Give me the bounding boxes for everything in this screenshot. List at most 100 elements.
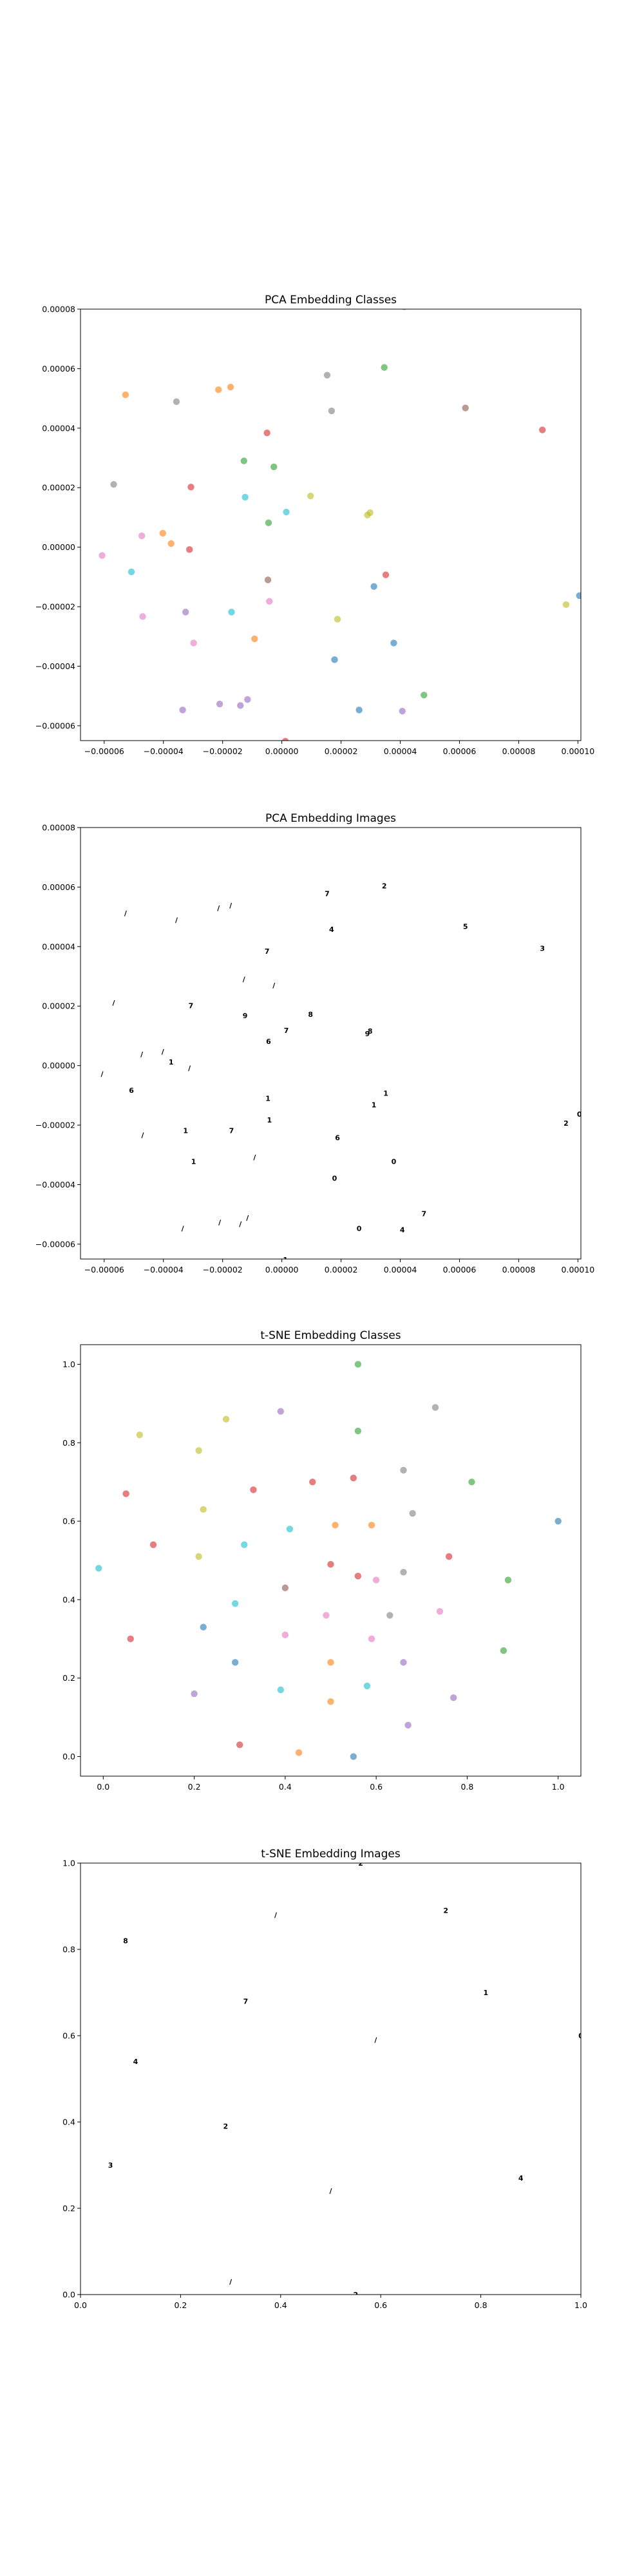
data-point bbox=[128, 568, 135, 576]
data-point bbox=[215, 386, 222, 393]
digit-image-point: 4 bbox=[518, 2174, 524, 2183]
x-tick-label: 0.6 bbox=[374, 2300, 387, 2310]
x-tick-label: 0.2 bbox=[174, 2300, 187, 2310]
data-point bbox=[366, 509, 374, 516]
data-point bbox=[187, 484, 194, 491]
y-tick-label: 0.00000 bbox=[42, 1061, 75, 1070]
data-point bbox=[323, 1612, 330, 1619]
data-point bbox=[354, 1427, 362, 1435]
y-tick-label: 0.2 bbox=[62, 2204, 75, 2213]
data-point bbox=[354, 1573, 362, 1580]
digit-image-point: 7 bbox=[229, 1126, 234, 1135]
y-tick-label: 0.00008 bbox=[42, 305, 75, 314]
digit-image-point: 2 bbox=[443, 1907, 448, 1915]
data-point bbox=[350, 1474, 357, 1482]
data-point bbox=[216, 700, 223, 708]
x-tick-label: 0.00008 bbox=[502, 1265, 536, 1274]
data-point bbox=[400, 1569, 407, 1576]
digit-image-point: 5 bbox=[463, 922, 468, 931]
digit-image-point: / bbox=[188, 1064, 191, 1072]
digit-image-point: 1 bbox=[191, 1157, 196, 1166]
data-point bbox=[332, 1521, 339, 1529]
y-tick-label: 1.0 bbox=[62, 1859, 75, 1868]
data-point bbox=[231, 1600, 239, 1607]
y-tick-label: −0.00002 bbox=[35, 602, 75, 612]
data-point bbox=[110, 480, 117, 488]
y-tick-label: 0.00004 bbox=[42, 423, 75, 433]
data-point bbox=[227, 383, 234, 391]
data-point bbox=[179, 706, 186, 714]
data-point bbox=[200, 1506, 207, 1513]
data-point bbox=[277, 1686, 284, 1694]
data-point bbox=[138, 532, 146, 540]
digit-image-point: 0 bbox=[392, 1157, 397, 1166]
digit-image-point: / bbox=[142, 1131, 145, 1139]
digit-image-point: / bbox=[162, 1048, 165, 1056]
digit-image-point: / bbox=[218, 1218, 222, 1227]
y-tick-label: 1.0 bbox=[62, 1359, 75, 1369]
y-tick-label: 0.00004 bbox=[42, 942, 75, 951]
data-point bbox=[242, 493, 249, 501]
data-point bbox=[173, 398, 180, 405]
digit-image-point: 0 bbox=[357, 1224, 362, 1233]
digit-image-point: / bbox=[182, 1224, 185, 1233]
data-point bbox=[327, 1560, 334, 1568]
digit-image-point: 1 bbox=[383, 1090, 388, 1098]
data-point bbox=[95, 1564, 102, 1572]
digit-image-point: / bbox=[124, 909, 128, 918]
data-point bbox=[399, 708, 406, 715]
data-point bbox=[327, 1698, 334, 1705]
digit-image-point: 7 bbox=[284, 1027, 289, 1035]
digit-image-point: 7 bbox=[325, 890, 330, 898]
digit-image-point: / bbox=[229, 2278, 232, 2286]
x-tick-label: −0.00006 bbox=[84, 746, 124, 756]
x-tick-label: −0.00006 bbox=[84, 1265, 124, 1274]
data-point bbox=[240, 457, 247, 464]
data-point bbox=[334, 616, 341, 623]
y-tick-label: 0.0 bbox=[62, 2290, 75, 2300]
chart-3: t-SNE Embedding Classes 0.0 0.2 0.4 0.6 0.8 1.… bbox=[62, 1329, 582, 1792]
digit-image-point: / bbox=[101, 1070, 104, 1079]
y-tick-label: 0.00008 bbox=[42, 823, 75, 833]
x-tick-label: 0.00006 bbox=[443, 1265, 477, 1274]
y-tick-label: −0.00002 bbox=[35, 1121, 75, 1130]
data-point bbox=[286, 1526, 294, 1533]
data-point bbox=[404, 1721, 412, 1729]
data-point bbox=[191, 1690, 198, 1698]
plot-frame bbox=[80, 1862, 582, 2295]
x-tick-label: 0.00004 bbox=[384, 746, 417, 756]
x-tick-label: 0.4 bbox=[274, 2300, 287, 2310]
data-point bbox=[231, 1659, 239, 1666]
data-point bbox=[139, 613, 146, 620]
plot-frame bbox=[80, 827, 582, 1260]
digit-image-point: / bbox=[140, 1050, 144, 1059]
chart-title: t-SNE Embedding Classes bbox=[260, 1329, 401, 1342]
y-tick-label: −0.00004 bbox=[35, 661, 75, 671]
chart-title: t-SNE Embedding Images bbox=[261, 1848, 401, 1861]
x-tick-label: −0.00002 bbox=[203, 1265, 243, 1274]
digit-image-point: / bbox=[374, 2036, 377, 2045]
digit-image-point: 9 bbox=[243, 1012, 248, 1020]
digit-image-point: 7 bbox=[421, 1209, 426, 1218]
data-point bbox=[149, 1541, 157, 1548]
data-point bbox=[195, 1553, 202, 1560]
data-point bbox=[368, 1635, 375, 1643]
data-point bbox=[327, 1659, 334, 1666]
data-point bbox=[185, 546, 193, 553]
data-point bbox=[307, 492, 314, 500]
marks: 2 2 / 8 7 1 / 0 4 2 3 4 / / 2 bbox=[108, 1863, 581, 2295]
data-point bbox=[266, 598, 273, 605]
data-point bbox=[159, 529, 167, 537]
data-point bbox=[122, 1490, 129, 1497]
y-tick-label: 0.00002 bbox=[42, 1001, 75, 1011]
data-point bbox=[431, 1404, 439, 1411]
x-tick-label: 0.00004 bbox=[384, 1265, 417, 1274]
x-tick-label: 0.00002 bbox=[325, 1265, 358, 1274]
digit-image-point: / bbox=[229, 902, 232, 910]
plot-frame bbox=[80, 308, 582, 741]
digit-image-point: / bbox=[272, 981, 276, 990]
y-tick-label: 0.4 bbox=[62, 2117, 75, 2127]
digit-image-point: 0 bbox=[332, 1174, 337, 1182]
data-point bbox=[386, 1612, 393, 1619]
x-tick-label: −0.00004 bbox=[144, 746, 184, 756]
